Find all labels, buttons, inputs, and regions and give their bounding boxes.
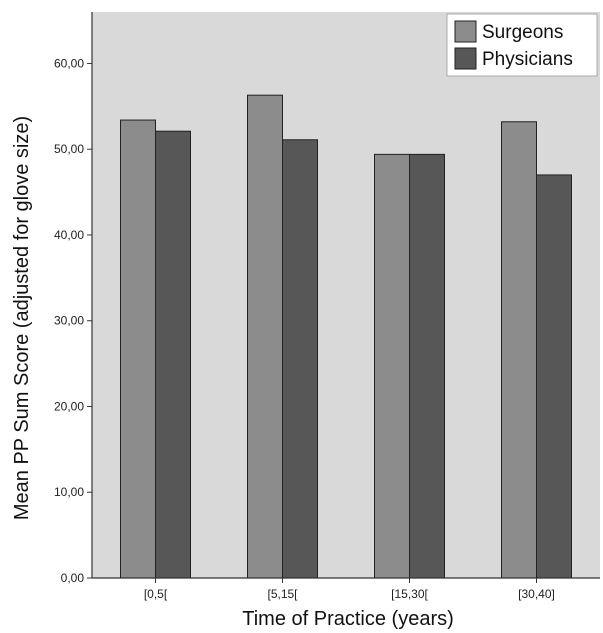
y-axis-title: Mean PP Sum Score (adjusted for glove si… (11, 116, 33, 520)
y-tick-label-1: 10,00 (54, 485, 84, 499)
legend: Surgeons Physicians (446, 13, 598, 77)
x-axis: [0,5[ [5,15[ [15,30[ [30,40] (92, 577, 600, 601)
legend-label-surgeons: Surgeons (482, 22, 563, 43)
x-tick-label-2: [15,30[ (391, 587, 428, 601)
legend-swatch-surgeons (454, 20, 477, 43)
bar-physicians-1 (282, 139, 318, 579)
bar-surgeons-2 (374, 153, 410, 579)
x-axis-title: Time of Practice (years) (242, 608, 454, 630)
y-tick-label-4: 40,00 (54, 228, 84, 242)
y-tick-label-0: 0,00 (61, 571, 85, 585)
legend-label-physicians: Physicians (482, 49, 573, 70)
y-tick-label-5: 50,00 (54, 142, 84, 156)
bars-group (120, 94, 572, 579)
x-tick-label-0: [0,5[ (144, 587, 168, 601)
y-tick-label-6: 60,00 (54, 56, 84, 70)
bar-physicians-2 (409, 153, 445, 579)
x-tick-label-1: [5,15[ (267, 587, 298, 601)
bar-surgeons-0 (120, 119, 156, 579)
x-tick-label-3: [30,40] (518, 587, 555, 601)
bar-physicians-3 (536, 174, 572, 579)
bar-surgeons-3 (501, 121, 537, 579)
legend-swatch-physicians (454, 47, 477, 70)
y-tick-label-3: 30,00 (54, 314, 84, 328)
y-axis: 0,00 10,00 20,00 30,00 40,00 50,00 60,00 (54, 12, 93, 585)
bar-surgeons-1 (247, 94, 283, 579)
y-tick-label-2: 20,00 (54, 399, 84, 413)
bar-physicians-0 (155, 130, 191, 579)
